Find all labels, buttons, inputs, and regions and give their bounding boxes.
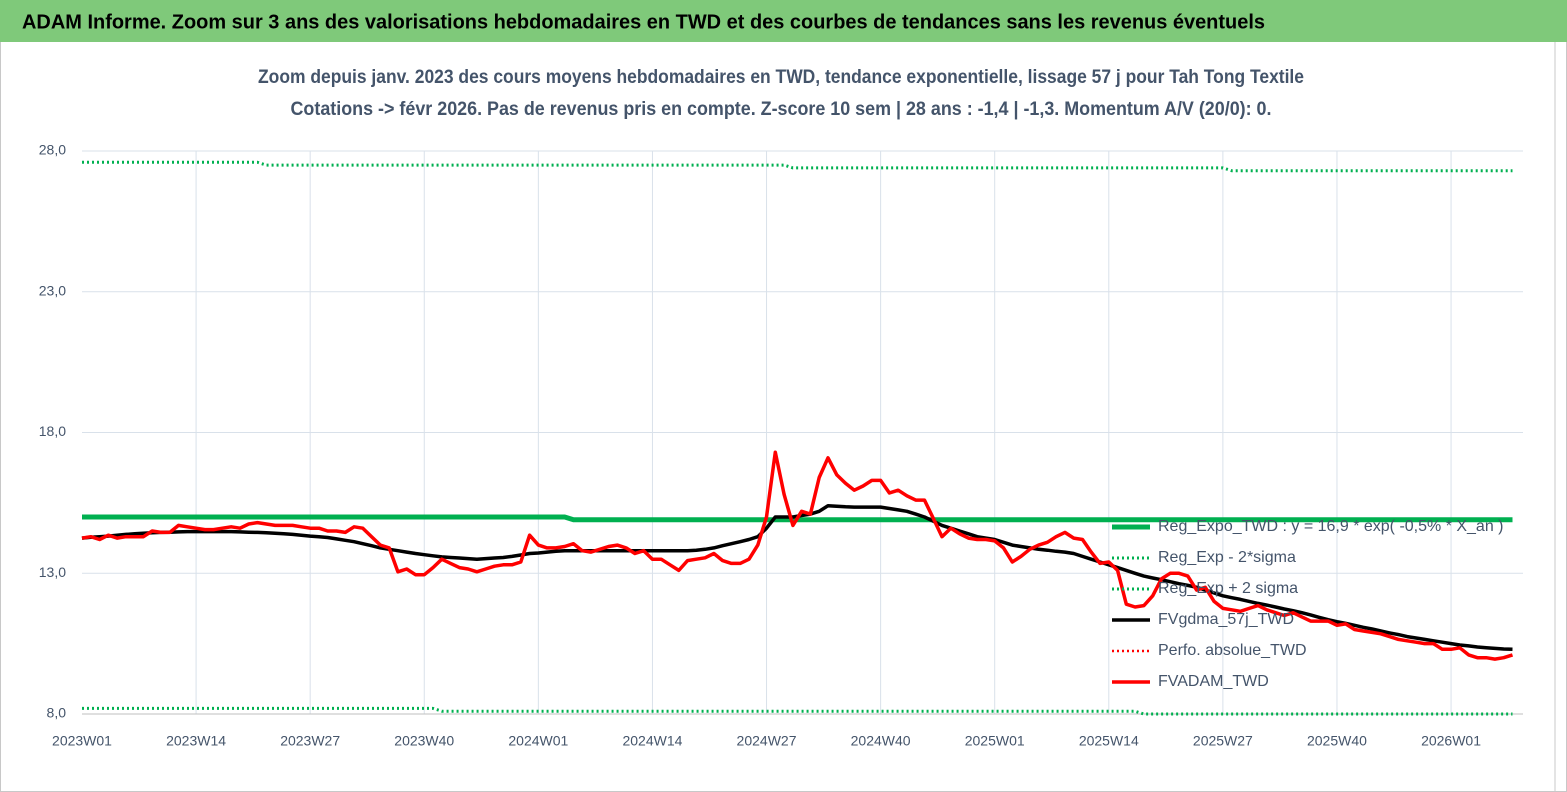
y-tick-label: 18,0	[39, 423, 66, 439]
legend-label: Perfo. absolue_TWD	[1158, 642, 1307, 659]
x-tick-label: 2023W40	[394, 733, 454, 749]
legend-label: Reg_Expo_TWD : y = 16,9 * exp( -0,5% * X…	[1158, 518, 1504, 535]
legend-label: FVADAM_TWD	[1158, 673, 1269, 690]
y-tick-label: 8,0	[47, 705, 67, 721]
y-tick-label: 28,0	[39, 142, 66, 158]
x-tick-label: 2025W14	[1079, 733, 1139, 749]
legend-label: Reg_Exp + 2 sigma	[1158, 580, 1298, 597]
chart-subtitle: Zoom depuis janv. 2023 des cours moyens …	[258, 67, 1304, 88]
x-tick-label: 2023W14	[166, 733, 226, 749]
page-title: ADAM Informe. Zoom sur 3 ans des valoris…	[22, 11, 1265, 33]
series-line	[82, 706, 1513, 716]
x-tick-label: 2024W14	[622, 733, 682, 749]
x-tick-label: 2025W40	[1307, 733, 1367, 749]
legend-label: Reg_Exp - 2*sigma	[1158, 549, 1296, 566]
y-tick-label: 23,0	[39, 282, 66, 298]
x-tick-label: 2024W40	[851, 733, 911, 749]
x-tick-label: 2026W01	[1421, 733, 1481, 749]
x-tick-label: 2023W01	[52, 733, 112, 749]
chart-subtitle: Cotations -> févr 2026. Pas de revenus p…	[291, 99, 1272, 120]
series-line	[81, 450, 1514, 661]
x-tick-label: 2024W01	[508, 733, 568, 749]
legend-label: FVgdma_57j_TWD	[1158, 611, 1294, 628]
y-tick-label: 13,0	[39, 564, 66, 580]
x-tick-label: 2025W27	[1193, 733, 1253, 749]
x-tick-label: 2025W01	[965, 733, 1025, 749]
x-tick-label: 2024W27	[737, 733, 797, 749]
series-line	[82, 160, 1513, 173]
header-bar	[0, 0, 1567, 42]
x-tick-label: 2023W27	[280, 733, 340, 749]
